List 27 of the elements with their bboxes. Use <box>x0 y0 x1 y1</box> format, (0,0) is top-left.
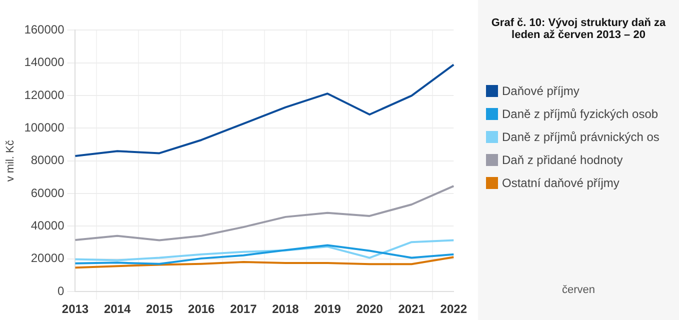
text: Graf č. 10: Vývoj struktury daň za leden až červen 2013 – 20 <box>490 17 667 41</box>
y-tick-label: 100000 <box>24 120 65 135</box>
y-tick-label: 160000 <box>24 22 65 37</box>
x-tick-label: 2019 <box>314 302 342 316</box>
y-tick-label: 120000 <box>24 88 65 102</box>
x-tick-label: 2015 <box>146 302 174 316</box>
legend-label: Daně z příjmů právnických os <box>502 130 660 144</box>
text: červen <box>560 284 596 296</box>
legend-label: Daňové příjmy <box>502 84 580 98</box>
legend-label: Ostatní daňové příjmy <box>502 176 620 190</box>
legend-label: Daň z přidané hodnoty <box>502 152 623 166</box>
y-tick-label: 140000 <box>24 55 65 70</box>
x-tick-label: 2021 <box>398 302 426 316</box>
y-tick-label: 20000 <box>30 251 65 266</box>
y-tick-label: 60000 <box>30 186 65 200</box>
x-tick-label: 2017 <box>230 302 258 316</box>
y-tick-label: 80000 <box>30 153 65 168</box>
x-tick-label: 2013 <box>62 302 89 316</box>
y-axis-title: v mil. Kč <box>4 140 17 182</box>
x-tick-label: 2014 <box>104 302 131 316</box>
y-tick-label: 40000 <box>30 218 65 233</box>
legend-label: Daně z příjmů fyzických osob <box>502 106 658 120</box>
y-tick-label: 0 <box>58 284 65 298</box>
x-tick-label: 2016 <box>188 302 216 316</box>
x-tick-label: 2020 <box>356 302 384 316</box>
x-tick-label: 2018 <box>272 302 300 316</box>
x-tick-label: 2022 <box>440 302 468 316</box>
